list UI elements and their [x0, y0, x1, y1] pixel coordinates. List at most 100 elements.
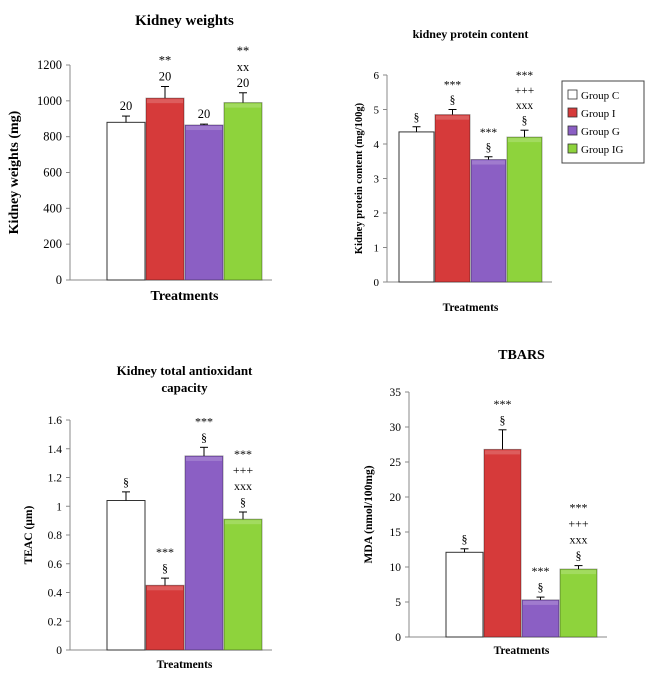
bar-group-g: [184, 455, 224, 651]
y-tick-label: 1: [374, 243, 380, 255]
x-axis-label: Treatments: [157, 659, 213, 671]
chart-panel-2: kidney protein content 0 1 2 3 4 5 6 Kidney prot…: [354, 27, 552, 314]
x-axis-label: Treatments: [443, 302, 499, 314]
significance-label: +++: [568, 517, 589, 531]
bar-highlight: [436, 115, 469, 120]
legend-swatch: [567, 107, 578, 118]
significance-label: §: [240, 495, 246, 509]
significance-label: §: [201, 430, 207, 444]
significance-label: §: [414, 112, 420, 124]
y-axis-label: Kidney weights (mg): [7, 110, 22, 234]
y-tick-label: 1.4: [48, 444, 63, 456]
y-tick-label: 0: [56, 273, 62, 287]
y-tick-label: 600: [43, 166, 62, 180]
legend-swatch: [567, 89, 578, 100]
bar-highlight: [225, 520, 261, 525]
y-tick-label: 2: [374, 208, 380, 220]
y-tick-label: 5: [395, 597, 401, 609]
legend-label: Group C: [581, 90, 619, 102]
significance-label: **: [237, 44, 250, 58]
bar-highlight: [147, 586, 183, 591]
bar-highlight: [523, 600, 558, 605]
chart-panel-3: Kidney total antioxidant capacity 0 0.2 0.4 0…: [23, 363, 272, 671]
significance-label: ***: [156, 545, 174, 559]
bar-group-ig: [506, 136, 543, 283]
significance-label: ***: [516, 70, 534, 82]
bar-highlight: [147, 99, 183, 104]
bar-group-ig: [559, 568, 598, 638]
significance-label: §: [522, 115, 528, 127]
bar-group-g: [521, 599, 560, 638]
y-tick-label: 25: [390, 457, 402, 469]
significance-label: +++: [233, 463, 254, 477]
significance-label: 20: [120, 99, 133, 113]
chart-title: TBARS: [498, 348, 545, 363]
bar-group-c: [106, 500, 146, 651]
y-tick-label: 0: [374, 277, 380, 289]
bar-group-c: [445, 551, 484, 638]
y-tick-label: 0.4: [48, 588, 63, 600]
y-tick-label: 0.2: [48, 616, 63, 628]
y-tick-label: 0.8: [48, 530, 63, 542]
significance-label: 20: [198, 107, 211, 121]
y-tick-label: 6: [374, 70, 380, 82]
bar-group-i: [145, 584, 185, 651]
y-tick-label: 30: [390, 422, 402, 434]
y-axis-label: TEAC (µm): [23, 505, 35, 564]
chart-panel-1: Kidney weights 0 200 400 600 800 1000 1200 Kidne…: [7, 13, 272, 304]
chart-title: Kidney weights: [135, 13, 234, 29]
significance-label: §: [538, 580, 544, 594]
y-tick-label: 35: [390, 387, 402, 399]
y-tick-label: 200: [43, 237, 62, 251]
significance-label: ***: [444, 80, 462, 92]
bar-group-ig: [223, 102, 263, 281]
y-axis-label: Kidney protein content (mg/100g): [354, 102, 365, 254]
chart-title: Kidney total antioxidant: [117, 363, 253, 378]
bar-highlight: [472, 160, 505, 165]
significance-label: xxx: [234, 479, 252, 493]
y-tick-label: 0.6: [48, 559, 63, 571]
chart-title: kidney protein content: [413, 27, 529, 41]
x-axis-label: Treatments: [151, 289, 219, 304]
bar-group-c: [106, 121, 146, 281]
y-tick-label: 0: [56, 645, 62, 657]
legend-swatch: [567, 125, 578, 136]
y-tick-label: 1: [56, 501, 62, 513]
bar-group-g: [184, 124, 224, 281]
significance-label: xxx: [516, 100, 534, 112]
significance-label: §: [162, 561, 168, 575]
y-tick-label: 800: [43, 130, 62, 144]
significance-label: §: [576, 549, 582, 563]
bar-group-ig: [223, 518, 263, 651]
legend-label: Group G: [581, 126, 620, 138]
y-tick-label: 1.6: [48, 415, 63, 427]
significance-label: +++: [515, 85, 534, 97]
significance-label: ***: [494, 397, 512, 411]
significance-label: §: [462, 532, 468, 546]
bar-group-g: [470, 159, 507, 283]
y-tick-label: 20: [390, 492, 402, 504]
x-axis-label: Treatments: [494, 645, 550, 657]
legend: Group C Group I Group G Group IG: [561, 80, 645, 164]
y-tick-label: 4: [374, 139, 380, 151]
bar-highlight: [508, 138, 541, 143]
significance-label: ***: [480, 127, 498, 139]
bar-highlight: [561, 570, 596, 575]
significance-label: 20: [237, 76, 250, 90]
legend-label: Group I: [581, 108, 616, 120]
significance-label: §: [500, 413, 506, 427]
significance-label: xxx: [570, 533, 588, 547]
bar-highlight: [225, 103, 261, 108]
significance-label: ***: [570, 501, 588, 515]
y-tick-label: 3: [374, 174, 380, 186]
y-tick-label: 400: [43, 201, 62, 215]
bar-group-c: [398, 131, 435, 283]
bar-group-i: [483, 448, 522, 638]
significance-label: §: [450, 95, 456, 107]
significance-label: **: [159, 54, 172, 68]
legend-label: Group IG: [581, 144, 624, 156]
significance-label: xx: [237, 60, 250, 74]
significance-label: ***: [532, 564, 550, 578]
chart-title: capacity: [161, 380, 208, 395]
